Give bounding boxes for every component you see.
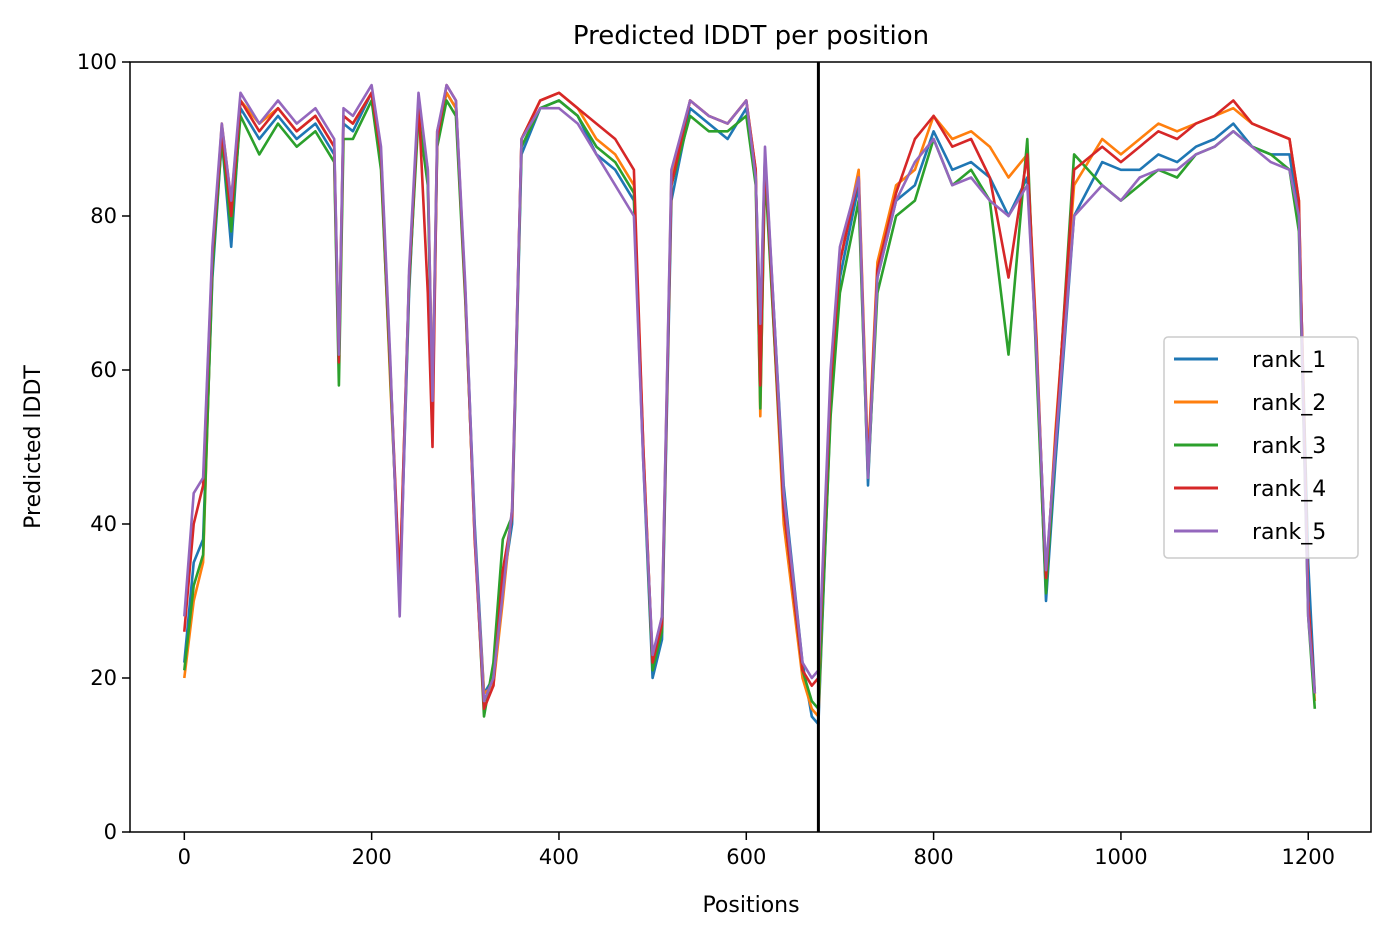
x-tick-label: 400 (539, 845, 579, 869)
y-axis-title: Predicted lDDT (21, 365, 46, 529)
legend-box (1163, 336, 1359, 559)
x-tick-label: 1200 (1282, 845, 1335, 869)
x-tick-label: 0 (178, 845, 191, 869)
y-tick-label: 60 (90, 358, 117, 382)
plot-area (183, 62, 1317, 832)
x-tick-label: 800 (914, 845, 954, 869)
y-tick-label: 100 (77, 50, 117, 74)
plot-frame (129, 61, 1372, 833)
legend-label-rank_2: rank_2 (1252, 391, 1326, 416)
legend: rank_1 rank_2 rank_3 rank_4 rank_5 (1163, 336, 1359, 559)
legend-label-rank_4: rank_4 (1252, 477, 1326, 502)
y-tick-label: 40 (90, 512, 117, 536)
x-tick-label: 200 (352, 845, 392, 869)
y-tick-label: 20 (90, 666, 117, 690)
chart-title: Predicted lDDT per position (573, 21, 929, 51)
y-axis: 0 20 40 60 80 100 (77, 50, 130, 844)
x-axis: 0 200 400 600 800 1000 1200 (178, 832, 1335, 869)
y-tick-label: 0 (104, 820, 117, 844)
x-axis-title: Positions (702, 893, 799, 918)
legend-label-rank_1: rank_1 (1252, 348, 1326, 373)
x-tick-label: 1000 (1094, 845, 1147, 869)
legend-label-rank_3: rank_3 (1252, 434, 1326, 459)
series-line-rank_5 (183, 83, 1317, 703)
y-tick-label: 80 (90, 204, 117, 228)
x-tick-label: 600 (726, 845, 766, 869)
legend-label-rank_5: rank_5 (1252, 520, 1326, 545)
